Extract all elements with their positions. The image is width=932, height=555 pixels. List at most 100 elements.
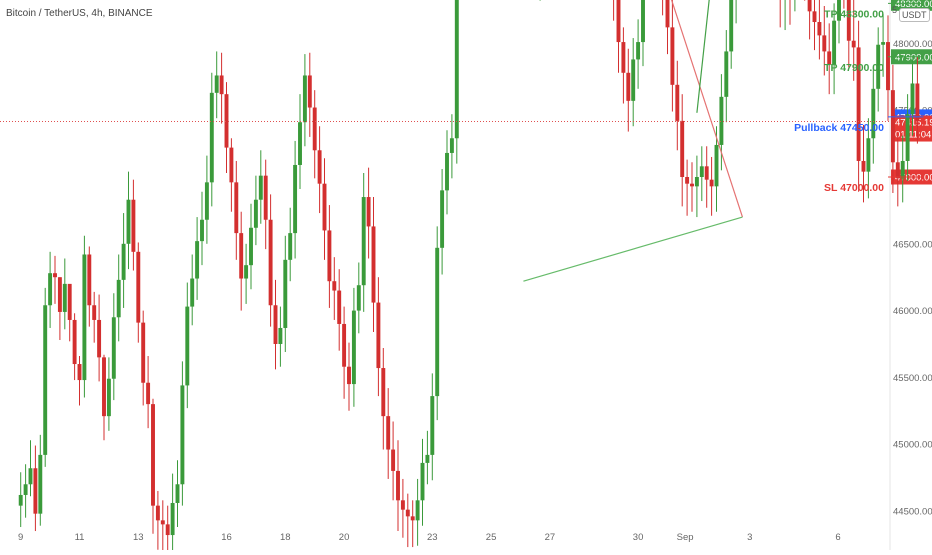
candle[interactable] [690, 162, 694, 212]
candle[interactable] [709, 156, 714, 216]
candle[interactable] [253, 175, 258, 246]
candle[interactable] [714, 126, 719, 212]
candle[interactable] [856, 20, 861, 192]
candle[interactable] [356, 262, 361, 334]
candle[interactable] [661, 0, 665, 16]
candle[interactable] [861, 124, 866, 203]
candle[interactable] [244, 243, 249, 304]
candle[interactable] [180, 361, 185, 506]
candle[interactable] [160, 500, 165, 552]
candle[interactable] [136, 242, 141, 343]
candle[interactable] [327, 205, 332, 308]
candle[interactable] [219, 52, 224, 124]
candle[interactable] [905, 94, 910, 182]
candle[interactable] [420, 438, 425, 526]
candle[interactable] [48, 251, 53, 328]
candle[interactable] [685, 159, 690, 216]
symbol-title[interactable]: Bitcoin / TetherUS, 4h, BINANCE [6, 8, 153, 19]
support-trendline[interactable] [523, 216, 743, 282]
resistance-trendline[interactable] [612, 0, 744, 218]
candle[interactable] [229, 138, 234, 212]
price-axis[interactable]: 44500.00 45000.00 45500.00 46000.00 46500.00… [889, 0, 932, 550]
candle[interactable] [871, 67, 876, 164]
candle[interactable] [699, 146, 704, 202]
projection-arrow[interactable] [696, 0, 723, 113]
candle[interactable] [126, 171, 131, 270]
candle[interactable] [425, 430, 430, 485]
candle[interactable] [190, 254, 195, 326]
candle[interactable] [342, 306, 347, 399]
candle[interactable] [155, 490, 160, 550]
candle[interactable] [195, 217, 200, 300]
candle[interactable] [141, 310, 146, 406]
candle[interactable] [881, 14, 886, 77]
candle[interactable] [729, 0, 734, 69]
candle[interactable] [704, 146, 709, 208]
candle[interactable] [694, 155, 699, 218]
candle[interactable] [361, 172, 366, 312]
candle[interactable] [851, 0, 856, 81]
candle[interactable] [631, 38, 636, 127]
candle[interactable] [234, 160, 239, 260]
candle[interactable] [23, 464, 28, 518]
candle[interactable] [812, 0, 817, 51]
candle[interactable] [793, 0, 797, 12]
candle[interactable] [846, 0, 851, 68]
candle[interactable] [121, 213, 126, 308]
candle[interactable] [224, 82, 229, 173]
candle[interactable] [268, 194, 273, 327]
candle[interactable] [347, 342, 351, 411]
candle[interactable] [876, 27, 881, 112]
candle[interactable] [293, 140, 298, 259]
candle[interactable] [832, 3, 837, 95]
candle[interactable] [886, 15, 890, 121]
candle[interactable] [396, 440, 400, 532]
candle[interactable] [783, 0, 787, 31]
candle[interactable] [616, 0, 621, 73]
candle[interactable] [641, 0, 645, 67]
candle[interactable] [440, 168, 445, 275]
candle[interactable] [895, 135, 900, 207]
candle[interactable] [102, 354, 106, 441]
candle[interactable] [410, 500, 415, 548]
candle[interactable] [151, 398, 155, 534]
candle[interactable] [724, 30, 729, 123]
candle[interactable] [18, 472, 23, 528]
candle[interactable] [175, 460, 180, 528]
candle[interactable] [915, 56, 920, 144]
candle[interactable] [680, 94, 685, 207]
candle[interactable] [57, 277, 62, 340]
candle[interactable] [33, 445, 38, 532]
candle[interactable] [53, 255, 57, 304]
candle[interactable] [890, 64, 895, 194]
candle[interactable] [371, 197, 376, 332]
candle[interactable] [263, 159, 268, 250]
candle[interactable] [386, 388, 391, 479]
candle[interactable] [405, 493, 410, 548]
candle[interactable] [807, 0, 812, 40]
candle[interactable] [788, 0, 792, 25]
candle[interactable] [621, 27, 626, 104]
candle[interactable] [38, 434, 43, 526]
candle[interactable] [827, 23, 832, 95]
candle[interactable] [376, 277, 381, 397]
candle[interactable] [445, 130, 449, 215]
candle[interactable] [288, 207, 293, 282]
candle[interactable] [910, 59, 915, 136]
candle[interactable] [391, 421, 396, 501]
candle[interactable] [612, 0, 616, 21]
candle[interactable] [337, 269, 342, 351]
candle[interactable] [415, 478, 420, 546]
candle[interactable] [273, 279, 278, 370]
candle[interactable] [322, 158, 327, 260]
candle[interactable] [366, 167, 371, 259]
candle[interactable] [675, 60, 680, 151]
candle[interactable] [400, 478, 405, 538]
candle[interactable] [72, 313, 77, 381]
candle[interactable] [249, 203, 253, 290]
candle[interactable] [67, 283, 72, 342]
candle[interactable] [803, 0, 807, 1]
candle[interactable] [817, 0, 822, 60]
candle[interactable] [239, 211, 244, 311]
candle[interactable] [82, 235, 87, 398]
